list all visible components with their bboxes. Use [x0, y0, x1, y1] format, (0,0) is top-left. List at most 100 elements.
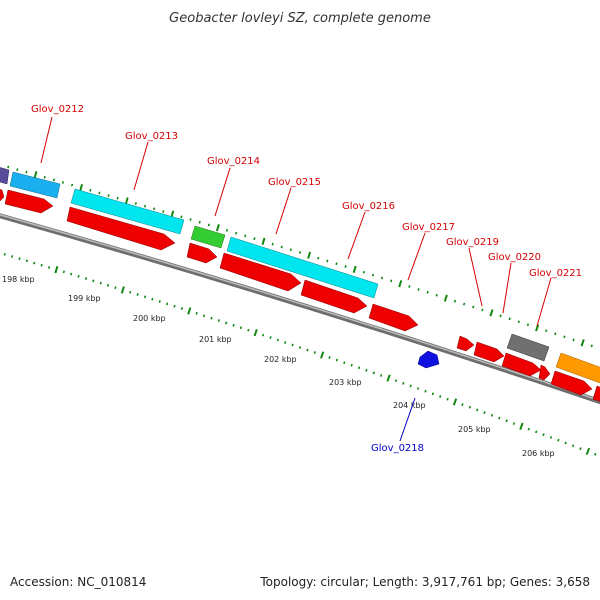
- minor-tick: [25, 170, 28, 174]
- gene-label[interactable]: Glov_0215: [268, 177, 321, 188]
- gene-arrow[interactable]: [4, 189, 54, 214]
- gene-arrow[interactable]: [473, 341, 505, 363]
- major-tick: [120, 286, 125, 294]
- minor-tick: [143, 295, 147, 299]
- minor-tick: [343, 361, 346, 365]
- genome-backbone-highlight: [0, 214, 600, 402]
- minor-tick: [244, 234, 247, 238]
- gene-arrow[interactable]: [456, 335, 475, 352]
- minor-tick: [235, 231, 238, 235]
- gene-label[interactable]: Glov_0221: [529, 268, 582, 279]
- minor-tick: [424, 389, 427, 393]
- gene-arrow[interactable]: [300, 279, 368, 314]
- minor-tick: [313, 351, 316, 354]
- gene-arrow-glov-0213[interactable]: [70, 188, 185, 235]
- minor-tick: [62, 270, 65, 274]
- minor-tick: [70, 272, 73, 276]
- gene-arrow[interactable]: [501, 352, 542, 377]
- minor-tick: [481, 308, 484, 312]
- gene-label[interactable]: Glov_0214: [207, 156, 260, 167]
- minor-tick: [180, 215, 183, 219]
- gene-arrow-glov-0221[interactable]: [555, 352, 600, 384]
- gene-label[interactable]: Glov_0212: [31, 104, 84, 115]
- minor-tick: [317, 256, 320, 260]
- gene-arrow[interactable]: [592, 385, 600, 403]
- minor-tick: [84, 277, 88, 280]
- minor-tick: [70, 183, 74, 187]
- gene-label[interactable]: Glov_0219: [446, 237, 499, 248]
- gene-arrow[interactable]: [550, 370, 593, 396]
- minor-tick: [114, 286, 117, 290]
- minor-tick: [284, 341, 287, 344]
- scale-label: 199 kbp: [68, 294, 101, 303]
- major-tick: [535, 324, 540, 332]
- minor-tick: [16, 168, 19, 172]
- minor-tick: [380, 374, 383, 377]
- gene-arrow[interactable]: [0, 188, 5, 202]
- minor-tick: [571, 444, 575, 448]
- major-tick: [352, 265, 357, 273]
- gene-arrow[interactable]: [368, 303, 419, 332]
- gene-label[interactable]: Glov_0220: [488, 252, 541, 263]
- minor-tick: [545, 329, 548, 333]
- minor-tick: [291, 343, 294, 347]
- major-tick: [253, 328, 258, 337]
- minor-tick: [202, 314, 206, 318]
- minor-tick: [371, 273, 375, 277]
- minor-tick: [557, 438, 560, 442]
- minor-tick: [468, 405, 471, 409]
- minor-tick: [136, 293, 139, 296]
- minor-tick: [43, 175, 46, 179]
- gene-arrow[interactable]: [66, 206, 176, 251]
- gene-arrow-glov-0218[interactable]: [417, 350, 440, 369]
- scale-labels: 198 kbp 199 kbp 200 kbp 201 kbp 202 kbp …: [2, 275, 555, 458]
- gene-arrow-glov-0214[interactable]: [190, 225, 226, 249]
- map-title: Geobacter lovleyi SZ, complete genome: [169, 11, 431, 26]
- minor-tick: [590, 344, 593, 348]
- minor-tick: [357, 366, 361, 370]
- minor-tick: [365, 368, 368, 372]
- major-tick: [452, 398, 458, 406]
- minor-tick: [116, 196, 119, 200]
- gene-arrow-glov-0212[interactable]: [9, 171, 61, 199]
- genome-backbone: [0, 213, 600, 405]
- forward-genes: [0, 166, 600, 384]
- scale-label: 200 kbp: [133, 314, 166, 323]
- accession-text: Accession: NC_010814: [10, 575, 146, 589]
- scale-label: 206 kbp: [522, 449, 555, 458]
- minor-tick: [453, 299, 457, 303]
- gene-arrow-glov-0215[interactable]: [226, 236, 379, 299]
- minor-tick: [289, 248, 292, 252]
- major-tick: [489, 309, 494, 317]
- gene-label[interactable]: Glov_0217: [402, 222, 455, 233]
- minor-tick: [180, 307, 184, 310]
- gene-arrow[interactable]: [538, 364, 551, 381]
- minor-tick: [217, 319, 220, 322]
- gene-label[interactable]: Glov_0213: [125, 131, 178, 142]
- minor-tick: [517, 320, 520, 324]
- minor-tick: [417, 288, 420, 291]
- minor-tick: [390, 279, 393, 283]
- minor-tick: [11, 255, 14, 258]
- gene-arrow[interactable]: [219, 252, 302, 292]
- minor-tick: [431, 392, 435, 396]
- minor-tick: [47, 266, 51, 269]
- gene-label[interactable]: Glov_0216: [342, 201, 395, 212]
- minor-tick: [18, 257, 21, 261]
- minor-tick: [261, 333, 265, 337]
- minor-tick: [52, 178, 55, 182]
- minor-tick: [350, 363, 353, 367]
- minor-tick: [579, 447, 582, 451]
- minor-tick: [107, 194, 110, 197]
- gene-arrow-glov-0220[interactable]: [506, 333, 550, 362]
- gene-arrow[interactable]: [186, 242, 218, 264]
- major-tick: [124, 197, 129, 205]
- major-tick: [320, 351, 325, 359]
- gene-label[interactable]: Glov_0218: [371, 443, 424, 454]
- minor-tick: [483, 411, 486, 415]
- minor-tick: [162, 210, 165, 213]
- minor-tick: [554, 332, 557, 336]
- gene-arrow[interactable]: [0, 166, 10, 185]
